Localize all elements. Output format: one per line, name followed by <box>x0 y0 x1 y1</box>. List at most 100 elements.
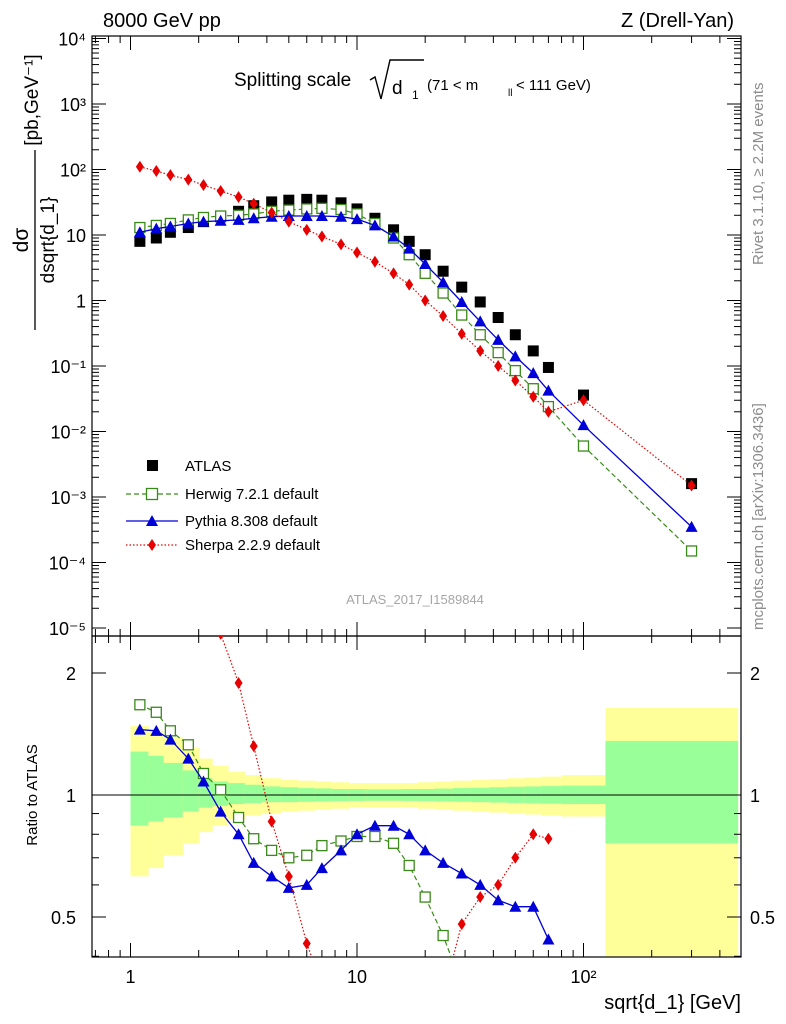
title-range-post: < 111 GeV) <box>516 77 591 94</box>
ratio-point <box>150 724 163 736</box>
x-tick-label: 10 <box>347 967 367 987</box>
svg-text:(71 < m: (71 < m <box>427 77 478 94</box>
ratio-point <box>544 832 553 845</box>
data-point <box>492 333 505 345</box>
data-point <box>437 276 450 288</box>
data-point <box>457 327 466 340</box>
data-point <box>687 479 696 492</box>
ratio-point <box>247 856 260 868</box>
legend-atlas-label: ATLAS <box>185 458 231 475</box>
ratio-point <box>300 878 313 890</box>
mcplots-label: mcplots.cern.ch [arXiv:1306.3436] <box>750 403 767 630</box>
data-point <box>300 210 313 222</box>
data-point <box>335 197 347 209</box>
plot-title: Splitting scale d 1 (71 < m ll < 111 GeV… <box>234 59 591 102</box>
title-range-sub: ll <box>508 88 512 99</box>
ratio-point <box>368 819 381 831</box>
ratio-point <box>457 980 467 990</box>
data-point <box>492 312 504 324</box>
ratio-y-tick-label: 0.5 <box>51 908 76 928</box>
band-inner-bin <box>605 740 739 844</box>
ratio-point <box>387 837 400 849</box>
data-point <box>368 219 381 231</box>
data-point <box>509 329 521 341</box>
data-point <box>476 344 485 357</box>
ratio-point <box>474 878 487 890</box>
data-point <box>234 191 243 204</box>
ratio-point <box>232 811 245 824</box>
ratio-point <box>182 752 195 764</box>
ratio-y-tick-label: 2 <box>66 664 76 684</box>
data-point <box>134 235 146 247</box>
ratio-y-axis-label: Ratio to ATLAS <box>24 744 41 845</box>
svg-text:< 111 GeV): < 111 GeV) <box>516 77 591 94</box>
ratio-point <box>301 849 313 861</box>
data-point <box>152 164 161 177</box>
ylabel-denominator: dsqrt{d_1} <box>38 197 59 284</box>
y-tick-label: 10 <box>66 226 86 246</box>
x-tick-label: 1 <box>125 967 135 987</box>
y-tick-label: 10³ <box>60 95 86 115</box>
data-point <box>164 220 177 232</box>
legend-atlas: ATLAS <box>147 458 231 475</box>
data-point <box>317 230 326 243</box>
x-axis-label: sqrt{d_1} [GeV] <box>604 992 741 1014</box>
data-point <box>419 258 432 270</box>
data-point <box>267 206 276 219</box>
ratio-point <box>511 851 520 864</box>
ratio-point <box>316 839 328 852</box>
data-point <box>544 405 553 418</box>
ratio-line <box>220 636 549 957</box>
title-subscript: 1 <box>412 88 419 102</box>
data-point <box>387 230 400 242</box>
data-point <box>133 226 146 238</box>
data-point <box>542 361 554 373</box>
ratio-point <box>455 867 468 879</box>
data-point <box>266 196 278 208</box>
data-point <box>529 390 538 403</box>
data-point <box>150 222 163 234</box>
data-point <box>316 194 328 206</box>
ratio-point <box>476 891 485 904</box>
legend-herwig: Herwig 7.2.1 default <box>126 486 319 503</box>
data-point <box>456 309 468 321</box>
ratio-point <box>218 636 224 640</box>
data-point <box>247 212 260 224</box>
ratio-point <box>403 828 416 840</box>
rivet-label: Rivet 3.1.10, ≥ 2.2M events <box>750 83 767 266</box>
main-y-axis-label: dσ dsqrt{d_1} [pb,GeV⁻¹] <box>10 54 59 330</box>
ratio-point <box>335 844 348 856</box>
ratio-point <box>136 331 144 343</box>
data-point <box>388 224 400 236</box>
y-tick-label: 10⁻⁵ <box>49 619 86 639</box>
ratio-point <box>302 937 311 950</box>
ratio-point <box>265 870 278 882</box>
ratio-point <box>337 1019 345 1024</box>
data-point <box>284 215 293 228</box>
ratio-point <box>248 833 260 845</box>
band-inner-bin <box>182 770 199 812</box>
data-point <box>494 360 503 372</box>
title-symbol: d <box>392 78 403 99</box>
ratio-uncertainty-bands <box>130 707 739 957</box>
data-point <box>216 184 225 197</box>
svg-text:Splitting scale: Splitting scale <box>234 70 351 91</box>
ratio-point <box>249 740 258 753</box>
main-series-layer <box>133 160 698 557</box>
data-point <box>456 281 468 293</box>
data-point <box>403 235 415 247</box>
ratio-y-tick-label: 1 <box>66 786 76 806</box>
band-inner-bin <box>261 786 281 803</box>
y-tick-label: 10⁻² <box>50 423 86 443</box>
ratio-point <box>166 434 174 446</box>
energy-label: 8000 GeV pp <box>103 10 221 32</box>
data-point <box>184 173 193 186</box>
svg-text:ll: ll <box>508 88 512 99</box>
data-point <box>135 160 144 173</box>
ratio-point <box>542 933 555 945</box>
ratio-point <box>419 891 431 903</box>
data-point <box>197 215 210 227</box>
data-point <box>542 384 555 396</box>
x-tick-label: 10² <box>570 967 596 987</box>
ratio-point <box>318 979 326 991</box>
